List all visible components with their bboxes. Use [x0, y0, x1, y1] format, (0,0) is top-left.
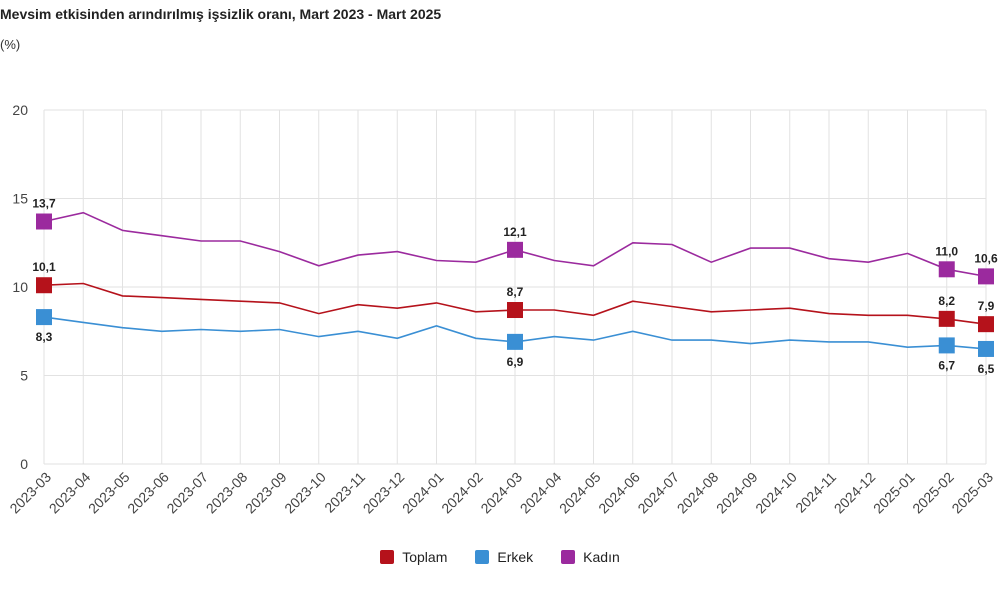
- x-tick-label: 2024-08: [674, 469, 722, 517]
- x-tick-label: 2023-05: [85, 469, 133, 517]
- data-point-marker: [978, 268, 994, 285]
- data-point-marker: [507, 302, 523, 319]
- data-point-marker: [507, 241, 523, 258]
- x-tick-label: 2024-11: [792, 469, 839, 516]
- legend-label-erkek: Erkek: [497, 549, 534, 565]
- x-tick-label: 2023-03: [6, 469, 54, 517]
- data-point-marker: [978, 340, 994, 357]
- unit-label: (%): [0, 37, 21, 52]
- legend-item-erkek[interactable]: Erkek: [475, 549, 533, 565]
- data-label: 6,7: [938, 358, 955, 372]
- legend: Toplam Erkek Kadın: [0, 549, 1000, 565]
- x-tick-label: 2024-02: [438, 469, 486, 517]
- x-tick-label: 2024-05: [556, 469, 604, 517]
- data-label: 8,3: [36, 330, 53, 344]
- data-point-marker: [36, 213, 52, 230]
- legend-item-toplam[interactable]: Toplam: [380, 549, 447, 565]
- x-tick-label: 2024-12: [831, 469, 879, 517]
- chart-title: Mevsim etkisinden arındırılmış işsizlik …: [0, 6, 442, 22]
- data-label: 6,5: [978, 362, 995, 376]
- data-label: 8,7: [507, 285, 524, 299]
- legend-label-toplam: Toplam: [402, 549, 448, 565]
- x-tick-label: 2025-03: [948, 469, 996, 517]
- x-tick-label: 2024-09: [713, 469, 761, 517]
- data-point-marker: [507, 333, 523, 350]
- legend-label-kadin: Kadın: [583, 549, 620, 565]
- x-tick-label: 2023-04: [46, 469, 94, 517]
- y-tick-label: 5: [20, 368, 28, 384]
- x-tick-label: 2023-10: [281, 469, 329, 517]
- data-point-marker: [36, 309, 52, 326]
- data-label: 6,9: [507, 355, 524, 369]
- x-tick-label: 2024-06: [595, 469, 643, 517]
- x-tick-label: 2025-02: [909, 469, 957, 517]
- x-tick-label: 2023-09: [242, 469, 290, 517]
- data-label: 7,9: [978, 299, 995, 313]
- y-tick-label: 15: [12, 191, 28, 207]
- data-label: 11,0: [935, 244, 958, 258]
- data-point-marker: [938, 261, 955, 278]
- data-label: 8,2: [938, 294, 955, 308]
- x-tick-label: 2023-06: [124, 469, 172, 517]
- data-point-marker: [938, 337, 955, 354]
- x-tick-label: 2023-08: [203, 469, 251, 517]
- legend-swatch-toplam: [380, 550, 395, 564]
- x-tick-label: 2024-01: [399, 469, 447, 517]
- x-tick-label: 2024-03: [477, 469, 525, 517]
- x-tick-label: 2023-07: [163, 469, 211, 517]
- x-tick-label: 2025-01: [870, 469, 918, 517]
- data-label: 10,1: [32, 260, 56, 274]
- y-tick-label: 20: [12, 102, 28, 118]
- x-tick-label: 2024-04: [517, 469, 565, 517]
- legend-item-kadin[interactable]: Kadın: [561, 549, 620, 565]
- x-tick-label: 2023-11: [321, 469, 368, 516]
- legend-swatch-kadin: [561, 550, 576, 564]
- data-point-marker: [938, 310, 955, 327]
- legend-swatch-erkek: [475, 550, 490, 564]
- y-tick-label: 0: [20, 456, 28, 472]
- data-point-marker: [978, 316, 994, 333]
- x-tick-label: 2024-07: [634, 469, 682, 517]
- data-label: 13,7: [32, 197, 56, 211]
- x-tick-label: 2024-10: [752, 469, 800, 517]
- x-tick-label: 2023-12: [360, 469, 408, 517]
- y-tick-label: 10: [12, 279, 28, 295]
- data-point-marker: [36, 277, 52, 294]
- data-label: 10,6: [974, 251, 998, 265]
- data-label: 12,1: [503, 225, 527, 239]
